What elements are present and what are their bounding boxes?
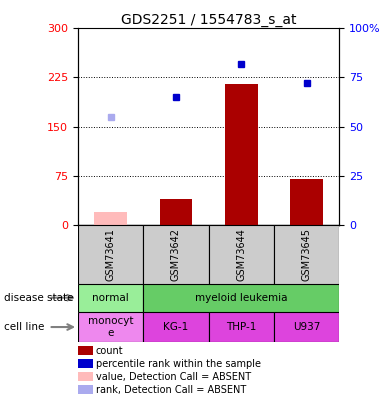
- Text: GSM73645: GSM73645: [301, 228, 312, 281]
- Bar: [94, 212, 127, 225]
- Text: U937: U937: [293, 322, 320, 332]
- Bar: [144, 312, 209, 342]
- Bar: [144, 284, 339, 312]
- Bar: [78, 284, 144, 312]
- Title: GDS2251 / 1554783_s_at: GDS2251 / 1554783_s_at: [121, 13, 296, 27]
- Text: monocyt
e: monocyt e: [88, 316, 133, 338]
- Bar: [225, 84, 258, 225]
- Text: normal: normal: [92, 293, 129, 303]
- Text: GSM73642: GSM73642: [171, 228, 181, 281]
- Text: count: count: [96, 345, 124, 356]
- Bar: [160, 198, 192, 225]
- Text: KG-1: KG-1: [163, 322, 189, 332]
- Text: percentile rank within the sample: percentile rank within the sample: [96, 358, 261, 369]
- Bar: [78, 225, 144, 283]
- Text: value, Detection Call = ABSENT: value, Detection Call = ABSENT: [96, 371, 251, 382]
- Bar: [209, 312, 274, 342]
- Text: THP-1: THP-1: [226, 322, 257, 332]
- Text: GSM73644: GSM73644: [236, 228, 246, 281]
- Text: disease state: disease state: [4, 293, 73, 303]
- Bar: [144, 225, 209, 283]
- Text: cell line: cell line: [4, 322, 44, 332]
- Bar: [274, 225, 339, 283]
- Bar: [78, 312, 144, 342]
- Bar: [274, 312, 339, 342]
- Text: GSM73641: GSM73641: [106, 228, 116, 281]
- Bar: [209, 225, 274, 283]
- Text: myeloid leukemia: myeloid leukemia: [195, 293, 287, 303]
- Text: rank, Detection Call = ABSENT: rank, Detection Call = ABSENT: [96, 384, 246, 394]
- Bar: [290, 179, 323, 225]
